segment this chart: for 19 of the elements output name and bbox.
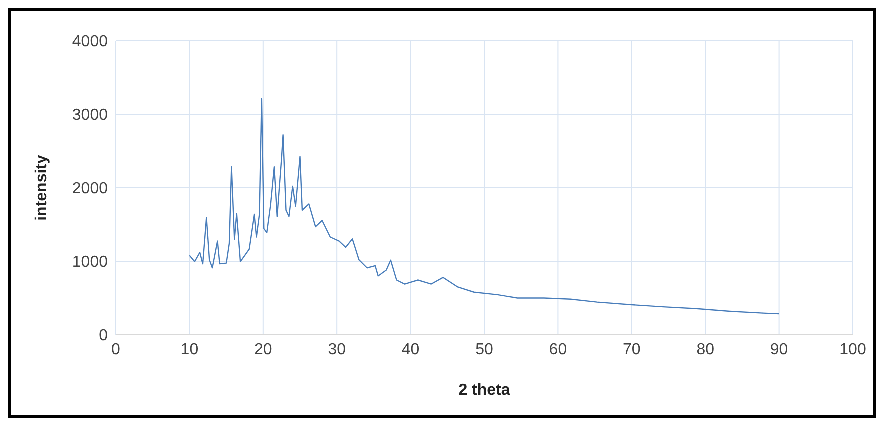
y-tick-label: 0 xyxy=(99,328,108,345)
x-tick-label: 50 xyxy=(476,341,494,358)
y-tick-label: 3000 xyxy=(72,107,108,124)
x-tick-label: 80 xyxy=(696,341,715,358)
y-tick-label: 2000 xyxy=(72,180,108,198)
x-axis-title: 2 theta xyxy=(458,382,510,399)
x-tick-label: 20 xyxy=(254,341,272,358)
x-tick-label: 10 xyxy=(180,341,199,358)
line-series xyxy=(189,98,780,315)
y-tick-label: 1000 xyxy=(72,254,108,272)
x-tick-label: 40 xyxy=(402,341,420,358)
x-tick-label: 100 xyxy=(840,341,866,358)
x-tick-label: 70 xyxy=(623,341,641,358)
x-tick-label: 60 xyxy=(549,341,568,358)
x-tick-label: 90 xyxy=(770,341,788,358)
y-tick-label: 4000 xyxy=(72,34,108,51)
y-axis-title: intensity xyxy=(34,155,51,221)
x-tick-label: 30 xyxy=(328,341,346,358)
x-tick-label: 0 xyxy=(112,341,121,358)
